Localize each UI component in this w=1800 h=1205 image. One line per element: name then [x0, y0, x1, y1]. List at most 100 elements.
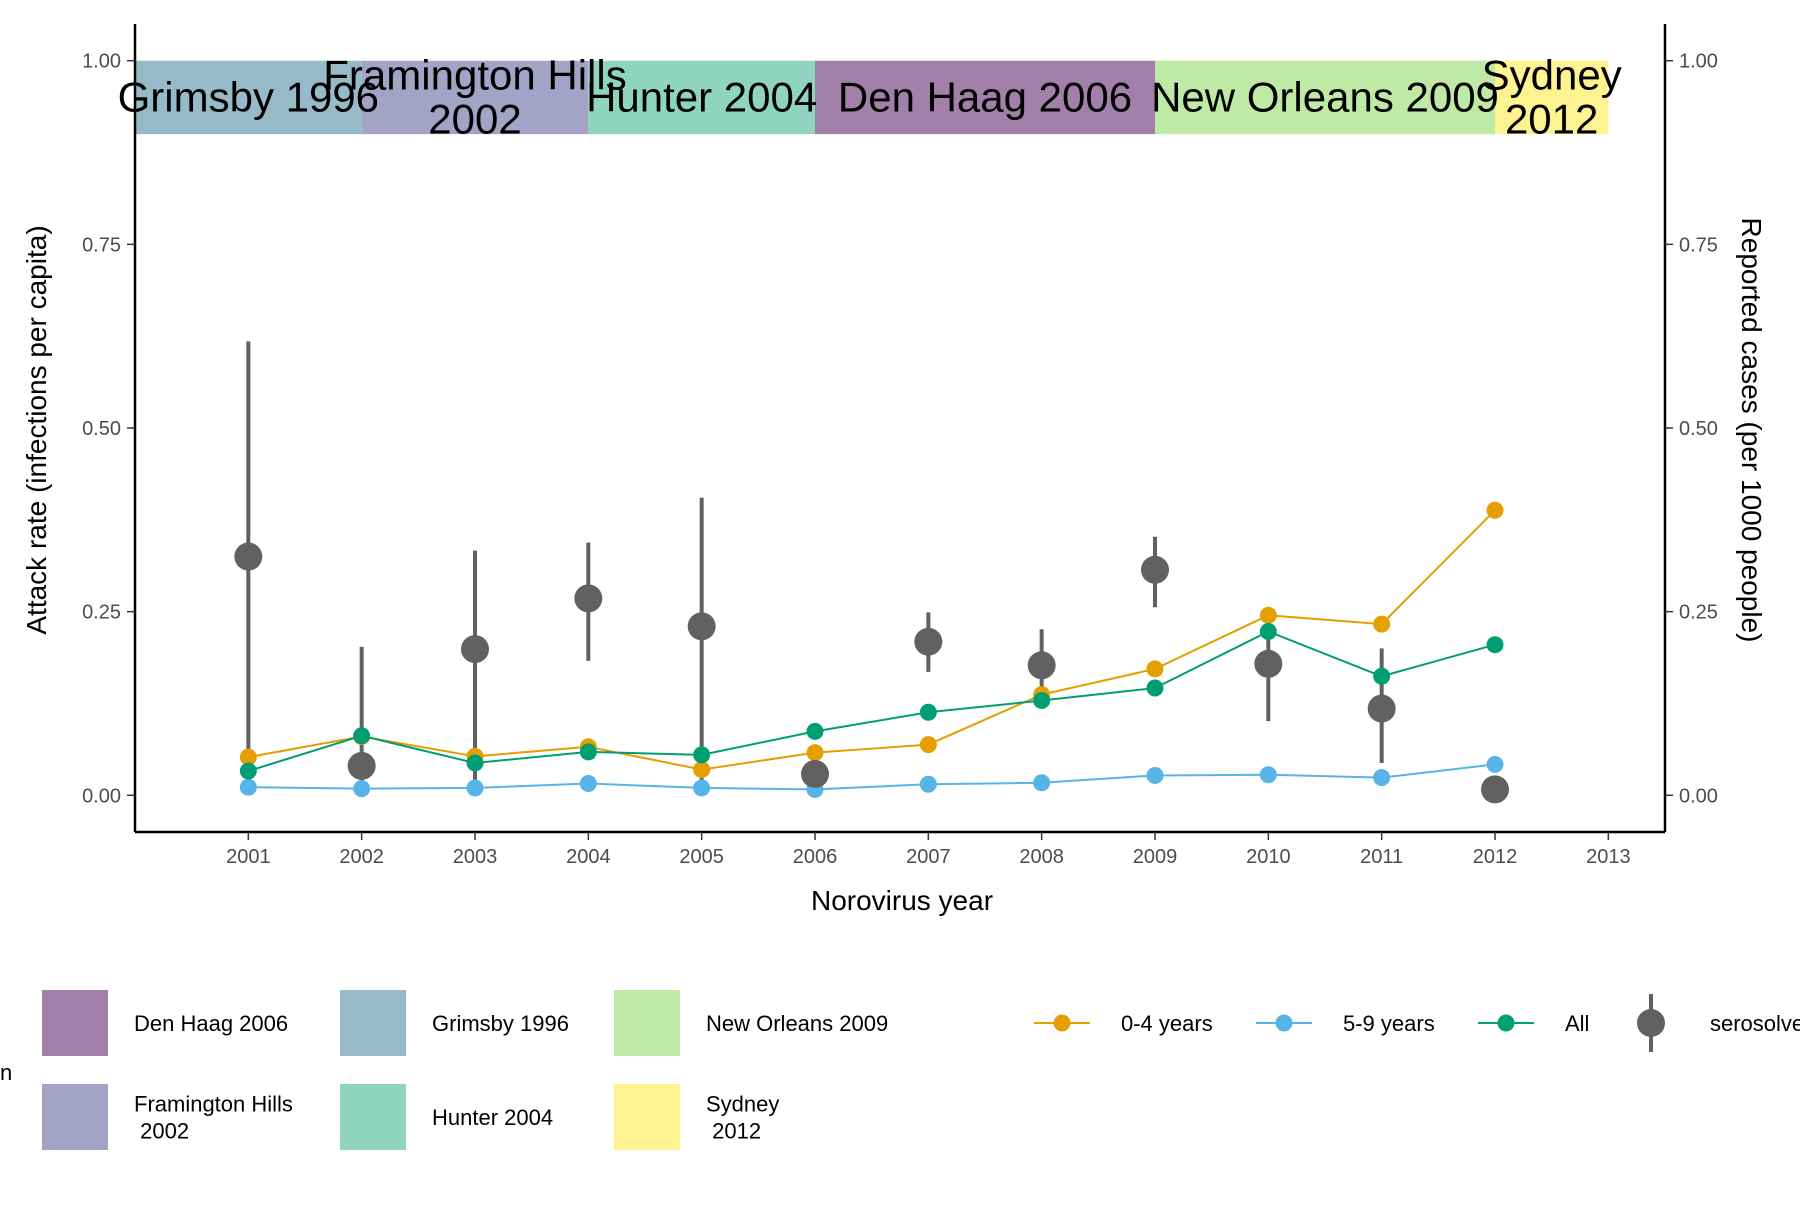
series-2-point-0: [239, 762, 257, 780]
x-tick-label-5: 2006: [793, 846, 838, 868]
series-1-point-7: [1033, 774, 1051, 792]
era-label-4-0: New Orleans 2009: [1151, 73, 1499, 120]
series-0-point-9: [1259, 606, 1277, 624]
series-2-point-6: [919, 703, 937, 721]
era-band-1: [361, 60, 589, 135]
era-label-0-0: Grimsby 1996: [118, 73, 379, 120]
era-legend-label-4-0: New Orleans 2009: [706, 1011, 888, 1036]
x-tick-label-11: 2012: [1473, 846, 1518, 868]
series-0-point-0: [239, 748, 257, 766]
x-tick-label-12: 2013: [1586, 846, 1631, 868]
era-legend-label-2-0: Grimsby 1996: [432, 1011, 569, 1036]
series-0-point-11: [1486, 501, 1504, 519]
era-legend-key-5: [614, 1084, 680, 1150]
serosolver-point-5: [801, 759, 829, 788]
era-band-4: [1155, 60, 1495, 135]
line-legend-key-point-2: [1497, 1014, 1515, 1032]
x-tick-label-2: 2003: [453, 846, 498, 868]
serosolver-point-2: [461, 635, 489, 664]
series-2-point-2: [466, 754, 484, 772]
serosolver-point-1: [347, 751, 376, 780]
series-2-point-10: [1373, 667, 1391, 685]
series-2-point-3: [579, 743, 597, 761]
era-legend-label-1-0: Framington Hills: [134, 1092, 293, 1117]
y2-tick-label-4: 1.00: [1679, 51, 1718, 73]
era-label-3-0: Den Haag 2006: [838, 73, 1132, 120]
series-0-point-6: [919, 736, 937, 754]
series-2-point-8: [1146, 679, 1164, 697]
x-tick-label-6: 2007: [906, 846, 951, 868]
y2-tick-label-2: 0.50: [1679, 418, 1718, 440]
x-tick-label-1: 2002: [339, 846, 384, 868]
era-band-0: [135, 60, 362, 135]
era-legend-label-5-0: Sydney: [706, 1092, 779, 1117]
series-0-point-4: [693, 761, 711, 779]
era-legend-label-3-0: Hunter 2004: [432, 1105, 553, 1130]
series-1-point-0: [239, 778, 257, 796]
y-tick-label-1: 0.25: [82, 602, 121, 624]
series-2-point-7: [1033, 692, 1051, 710]
series-line-5-9-years: [248, 763, 1496, 791]
series-2-point-1: [353, 727, 371, 745]
era-legend-label-1-1: 2002: [134, 1119, 189, 1144]
era-legend-key-0: [42, 990, 108, 1056]
y2-axis-title: Reported cases (per 1000 people): [1736, 218, 1767, 643]
serosolver-point-4: [687, 612, 716, 641]
series-2-point-9: [1259, 622, 1277, 640]
serosolver-point-8: [1141, 555, 1169, 584]
y-tick-label-4: 1.00: [82, 51, 121, 73]
y-axis-title: Attack rate (infections per capita): [21, 225, 52, 634]
era-legend-label-5-1: 2012: [706, 1119, 761, 1144]
era-band-5: [1495, 60, 1609, 135]
y-tick-label-2: 0.50: [82, 418, 121, 440]
x-tick-label-8: 2009: [1133, 846, 1178, 868]
serosolver-point-0: [234, 542, 263, 571]
era-label-2-0: Hunter 2004: [586, 73, 817, 120]
era-band-3: [815, 60, 1155, 135]
era-legend-key-1: [42, 1084, 108, 1150]
line-legend-label-3: serosolver: [1710, 1011, 1800, 1036]
line-legend-label-1: 5-9 years: [1343, 1011, 1435, 1036]
line-legend-label-2: All: [1565, 1011, 1589, 1036]
y-tick-label-3: 0.75: [82, 234, 121, 256]
era-label-5-0: Sydney: [1482, 51, 1622, 98]
serosolver-point-11: [1481, 775, 1509, 804]
line-legend-key-point-1: [1275, 1014, 1293, 1032]
era-legend-label-0-0: Den Haag 2006: [134, 1011, 288, 1036]
series-1-point-2: [466, 779, 484, 797]
y2-tick-label-3: 0.75: [1679, 234, 1718, 256]
series-line-0-4-years: [248, 509, 1496, 771]
series-2-point-11: [1486, 636, 1504, 654]
series-2-point-4: [693, 746, 711, 764]
x-tick-label-3: 2004: [566, 846, 611, 868]
era-label-1-1: 2002: [428, 95, 521, 142]
x-tick-label-7: 2008: [1019, 846, 1064, 868]
era-legend-key-3: [340, 1084, 406, 1150]
era-label-1-0: Framington Hills: [323, 51, 626, 98]
series-1-point-11: [1486, 755, 1504, 773]
y2-tick-label-0: 0.00: [1679, 785, 1718, 807]
y-tick-label-0: 0.00: [82, 785, 121, 807]
series-0-point-10: [1373, 615, 1391, 633]
y2-tick-label-1: 0.25: [1679, 602, 1718, 624]
series-2-point-5: [806, 722, 824, 740]
series-0-point-8: [1146, 660, 1164, 678]
x-tick-label-0: 2001: [226, 846, 271, 868]
series-1-point-3: [579, 775, 597, 793]
era-legend-key-4: [614, 990, 680, 1056]
x-tick-label-10: 2011: [1360, 846, 1403, 868]
series-1-point-8: [1146, 766, 1164, 784]
series-0-point-5: [806, 744, 824, 762]
serosolver-point-10: [1367, 694, 1396, 723]
series-1-point-1: [353, 780, 371, 798]
series-1-point-9: [1259, 766, 1277, 784]
x-axis-title: Norovirus year: [811, 885, 993, 916]
x-tick-label-9: 2010: [1246, 846, 1291, 868]
era-legend-key-2: [340, 990, 406, 1056]
line-legend-key-point-3: [1637, 1009, 1665, 1037]
series-line-all: [248, 630, 1496, 772]
serosolver-point-9: [1254, 649, 1283, 678]
serosolver-point-3: [574, 584, 603, 613]
